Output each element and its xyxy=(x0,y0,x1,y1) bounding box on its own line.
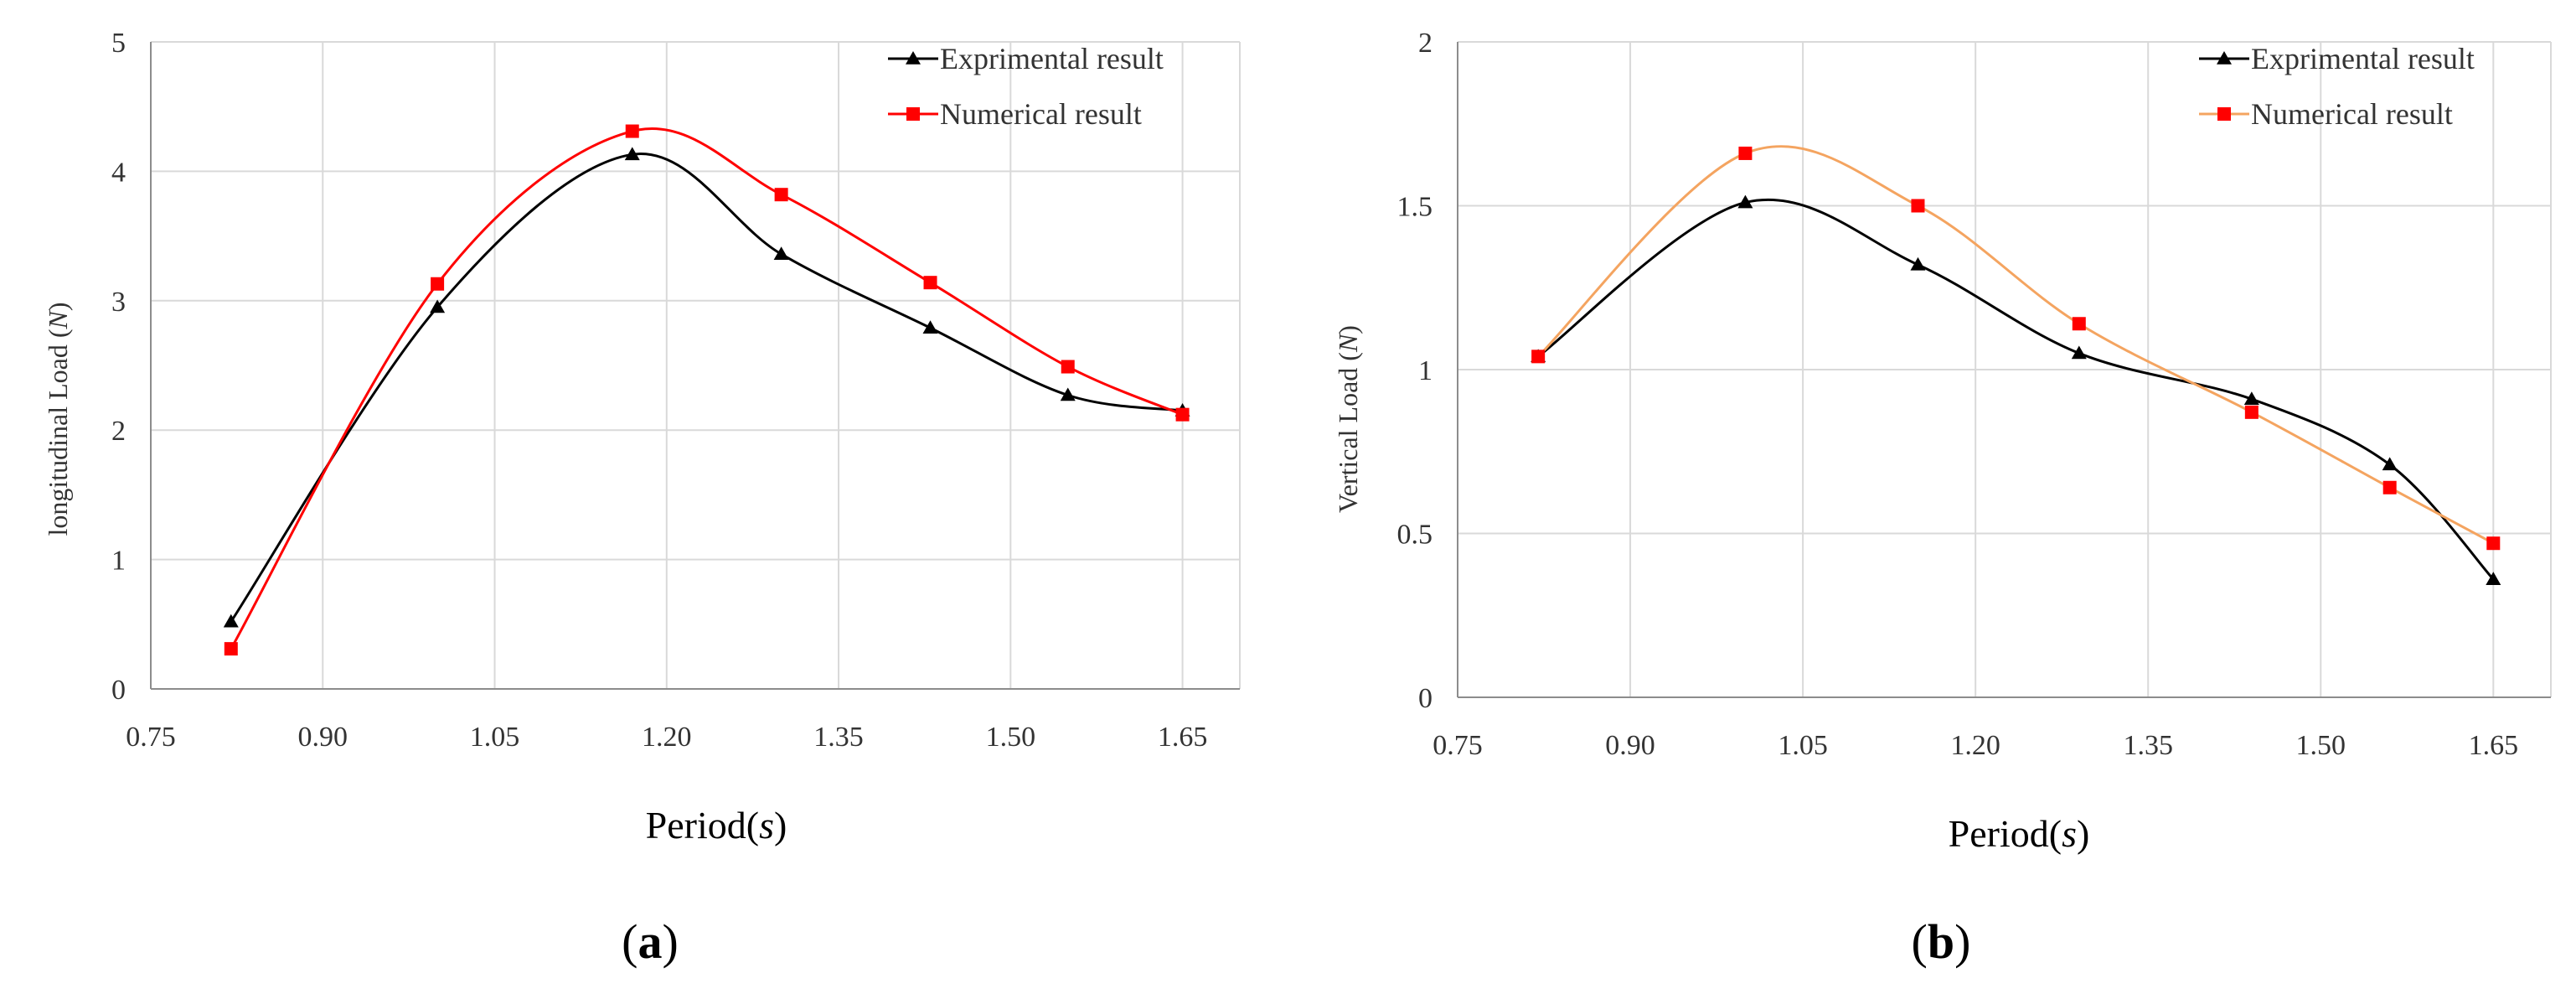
chart-panel-a: 0.75 0.90 1.05 1.20 1.35 1.50 1.65 0 1 2 3 4 5 Expr… xyxy=(43,28,1241,969)
chart-b-x-tick-label: 1.05 xyxy=(1778,730,1828,761)
chart-a-numerical-point xyxy=(923,276,937,290)
chart-b-experimental-line xyxy=(1537,198,2495,581)
chart-b-experimental-point xyxy=(2243,391,2259,405)
chart-b-y-tick-label: 1.5 xyxy=(1397,192,1433,223)
chart-b-y-tick-label: 0.5 xyxy=(1397,520,1433,551)
chart-a-legend-numerical-label: Numerical result xyxy=(940,97,1142,131)
chart-b-numerical-point xyxy=(1738,146,1753,160)
chart-b-numerical-point xyxy=(1911,199,1925,213)
chart-a-x-tick-label: 1.35 xyxy=(813,722,864,753)
chart-a-y-axis-label: longitudinal Load (N) xyxy=(43,302,73,536)
chart-b-axes xyxy=(1457,42,2551,698)
chart-a-x-axis-label: Period(s) xyxy=(646,804,787,846)
chart-a-y-tick-label: 4 xyxy=(111,157,126,188)
chart-a-x-tick-label: 0.90 xyxy=(298,722,348,753)
chart-b-numerical-point xyxy=(2382,480,2397,494)
chart-a-experimental-point xyxy=(223,613,239,628)
chart-a-x-ticks: 0.75 0.90 1.05 1.20 1.35 1.50 1.65 xyxy=(126,722,1207,753)
chart-b-legend-experimental-label: Exprimental result xyxy=(2251,42,2475,75)
chart-b-legend-numerical-marker xyxy=(2217,107,2231,121)
chart-b-experimental-point xyxy=(1910,256,1926,271)
chart-b-x-axis-label: Period(s) xyxy=(1949,812,2090,855)
chart-a-legend-numerical-marker xyxy=(906,107,920,121)
chart-b-panel-label: (b) xyxy=(1912,914,1971,969)
chart-a-y-ticks: 0 1 2 3 4 5 xyxy=(111,28,126,706)
chart-b-grid xyxy=(1458,41,2552,697)
chart-a-y-tick-label: 3 xyxy=(111,287,126,318)
chart-a-x-tick-label: 1.50 xyxy=(986,722,1036,753)
chart-b-legend-experimental-marker xyxy=(2217,51,2232,65)
chart-b-x-tick-label: 1.50 xyxy=(2296,730,2346,761)
chart-a-x-tick-label: 1.65 xyxy=(1158,722,1208,753)
chart-a-x-tick-label: 1.20 xyxy=(642,722,692,753)
chart-b-x-tick-label: 1.65 xyxy=(2469,730,2519,761)
chart-b-series xyxy=(1531,145,2501,585)
chart-a-numerical-point xyxy=(431,277,445,291)
chart-b-numerical-point xyxy=(2244,405,2259,419)
chart-a-experimental-point xyxy=(624,147,640,161)
chart-b-x-tick-label: 1.35 xyxy=(2123,730,2173,761)
chart-a-series xyxy=(223,124,1190,656)
chart-b-legend-numerical-label: Numerical result xyxy=(2251,97,2453,131)
chart-b-y-tick-label: 0 xyxy=(1418,683,1433,714)
chart-a-x-tick-label: 0.75 xyxy=(126,722,176,753)
chart-b-numerical-point xyxy=(2072,317,2086,331)
chart-b-experimental-point xyxy=(2071,345,2087,360)
chart-a-experimental-point xyxy=(773,246,789,260)
chart-b-legend: Exprimental result Numerical result xyxy=(2199,42,2475,131)
chart-a-numerical-point xyxy=(224,642,238,656)
chart-a-legend: Exprimental result Numerical result xyxy=(888,42,1164,131)
chart-a-numerical-line xyxy=(230,127,1184,650)
chart-b-numerical-point xyxy=(1531,349,1546,364)
chart-a-numerical-point xyxy=(774,188,788,202)
chart-a-numerical-point xyxy=(1175,407,1190,422)
chart-b-x-ticks: 0.75 0.90 1.05 1.20 1.35 1.50 1.65 xyxy=(1433,730,2518,761)
chart-b-numerical-point xyxy=(2486,536,2501,551)
chart-a-numerical-point xyxy=(625,124,639,138)
chart-a-y-tick-label: 2 xyxy=(111,416,126,447)
chart-a-x-tick-label: 1.05 xyxy=(470,722,520,753)
chart-a-axes xyxy=(150,42,1240,690)
chart-b-experimental-point xyxy=(2382,457,2398,471)
chart-a-experimental-line xyxy=(230,153,1183,623)
chart-a-y-tick-label: 1 xyxy=(111,546,126,577)
chart-a-legend-experimental-marker xyxy=(906,51,921,65)
chart-a-panel-label: (a) xyxy=(622,914,679,969)
chart-b-experimental-point xyxy=(2486,572,2501,585)
chart-a-grid xyxy=(151,41,1241,689)
chart-b-x-tick-label: 0.90 xyxy=(1605,730,1655,761)
chart-b-y-tick-label: 1 xyxy=(1418,355,1433,386)
chart-a-experimental-point xyxy=(1060,387,1076,401)
chart-a-y-tick-label: 0 xyxy=(111,675,126,706)
chart-b-experimental-point xyxy=(1737,194,1753,209)
chart-a-experimental-point xyxy=(430,299,446,313)
chart-a-legend-experimental-label: Exprimental result xyxy=(940,42,1164,75)
chart-a-y-tick-label: 5 xyxy=(111,28,126,59)
chart-a-numerical-point xyxy=(1061,360,1075,374)
chart-b-x-tick-label: 0.75 xyxy=(1433,730,1483,761)
chart-b-numerical-line xyxy=(1537,145,2495,545)
chart-panel-b: 0.75 0.90 1.05 1.20 1.35 1.50 1.65 0 0.5 1 1.5 2 E… xyxy=(1333,28,2552,969)
chart-b-y-ticks: 0 0.5 1 1.5 2 xyxy=(1397,28,1433,714)
chart-b-y-tick-label: 2 xyxy=(1418,28,1433,59)
chart-a-experimental-point xyxy=(922,320,938,334)
chart-b-y-axis-label: Vertical Load (N) xyxy=(1333,325,1363,513)
chart-b-x-tick-label: 1.20 xyxy=(1950,730,2000,761)
